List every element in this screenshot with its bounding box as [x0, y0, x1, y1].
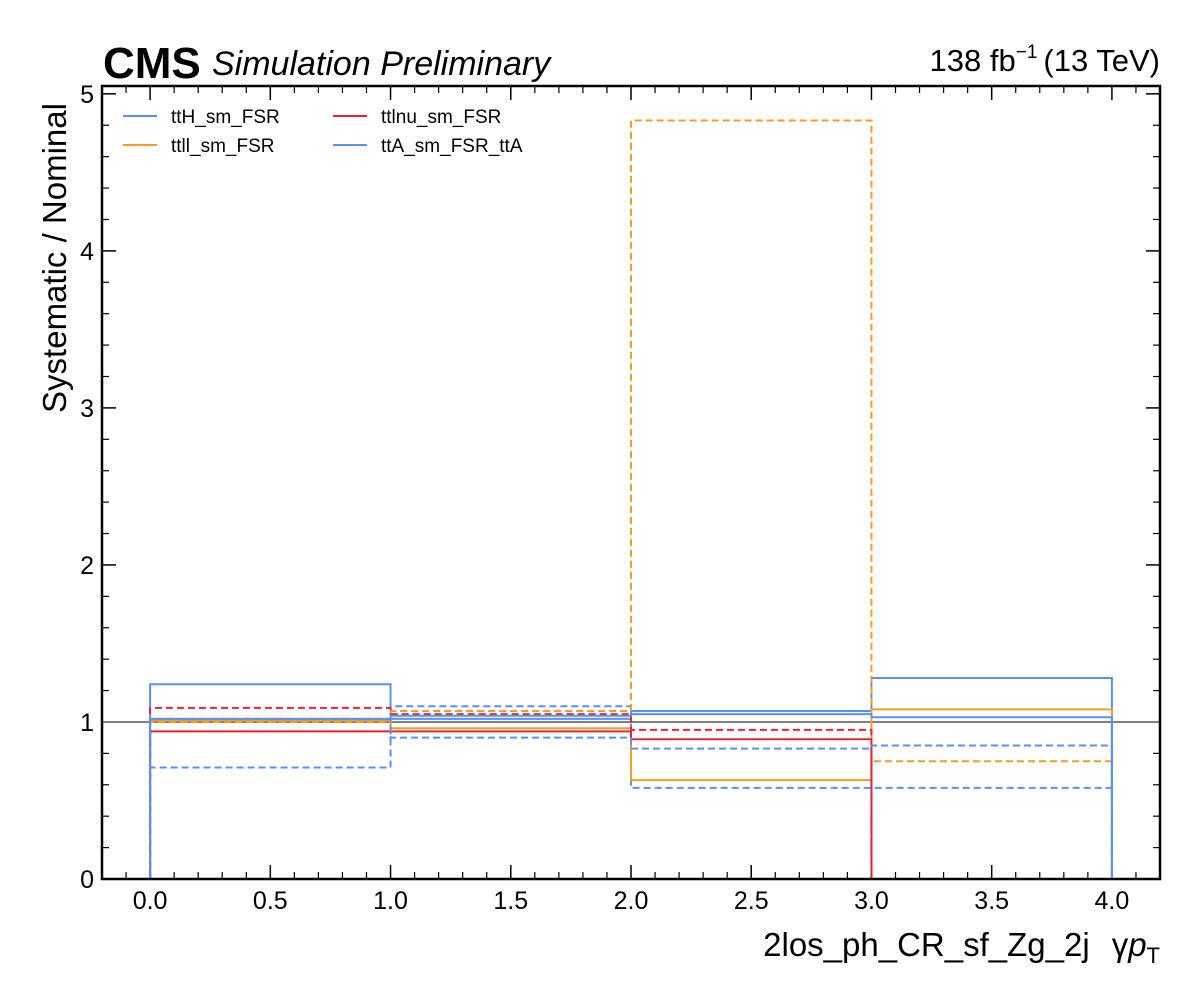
ttll-sm-fsr-up-series [149, 708, 1113, 879]
x-tick-label: 0.0 [133, 887, 168, 915]
x-tick-label: 2.5 [734, 887, 769, 915]
y-tick-label: 2 [80, 552, 94, 580]
x-tick-label: 1.0 [373, 887, 408, 915]
x-axis-label-main: 2los_ph_CR_sf_Zg_2j [763, 926, 1090, 963]
lumi-label: 138 fb−1 (13 TeV) [930, 42, 1160, 78]
legend-ttlnu-sm-fsr-label: ttlnu_sm_FSR [381, 107, 501, 128]
x-tick-label: 3.5 [974, 887, 1009, 915]
x-axis-label-p: p [1127, 926, 1146, 963]
x-tick-label: 2.0 [614, 887, 649, 915]
legend-tth-sm-fsr-label: ttH_sm_FSR [171, 107, 280, 128]
energy-value: (13 TeV) [1043, 43, 1160, 78]
x-tick-label: 4.0 [1095, 887, 1130, 915]
y-tick-label: 1 [80, 709, 94, 737]
x-axis-label: 2los_ph_CR_sf_Zg_2j γpT [763, 926, 1160, 968]
legend: ttH_sm_FSR ttlnu_sm_FSR ttll_sm_FSR ttA_sm_… [123, 107, 523, 157]
plot-frame [100, 84, 1162, 881]
legend-ttll-sm-fsr-label: ttll_sm_FSR [171, 136, 274, 157]
lumi-value: 138 fb [930, 43, 1016, 78]
legend-tta-sm-fsr-tta-label: ttA_sm_FSR_ttA [381, 136, 523, 157]
x-tick-label: 3.0 [854, 887, 889, 915]
y-tick-label: 5 [80, 81, 94, 109]
y-tick-label: 3 [80, 395, 94, 423]
cms-label: CMS [103, 39, 201, 88]
x-tick-label: 0.5 [253, 887, 288, 915]
x-tick-label: 1.5 [493, 887, 528, 915]
y-tick-label: 4 [80, 238, 94, 266]
x-axis-label-var: γ [1112, 926, 1129, 963]
y-axis-label: Systematic / Nominal [36, 103, 73, 413]
simulation-label: Simulation Preliminary [212, 45, 552, 83]
lumi-exponent: −1 [1016, 42, 1038, 63]
tta-sm-fsr-tta-down-series [149, 717, 1113, 879]
ticks-layer: 0.0 0.5 1.0 1.5 2.0 2.5 3.0 3.5 4.0 0 1 2 3 4 5 [80, 81, 1161, 915]
ttll-sm-fsr-down-series [149, 119, 1113, 879]
ttlnu-sm-fsr-down-series [149, 706, 1112, 880]
series-layer [102, 119, 1160, 880]
x-axis-label-sub: T [1147, 943, 1160, 968]
y-tick-label: 0 [80, 866, 94, 894]
